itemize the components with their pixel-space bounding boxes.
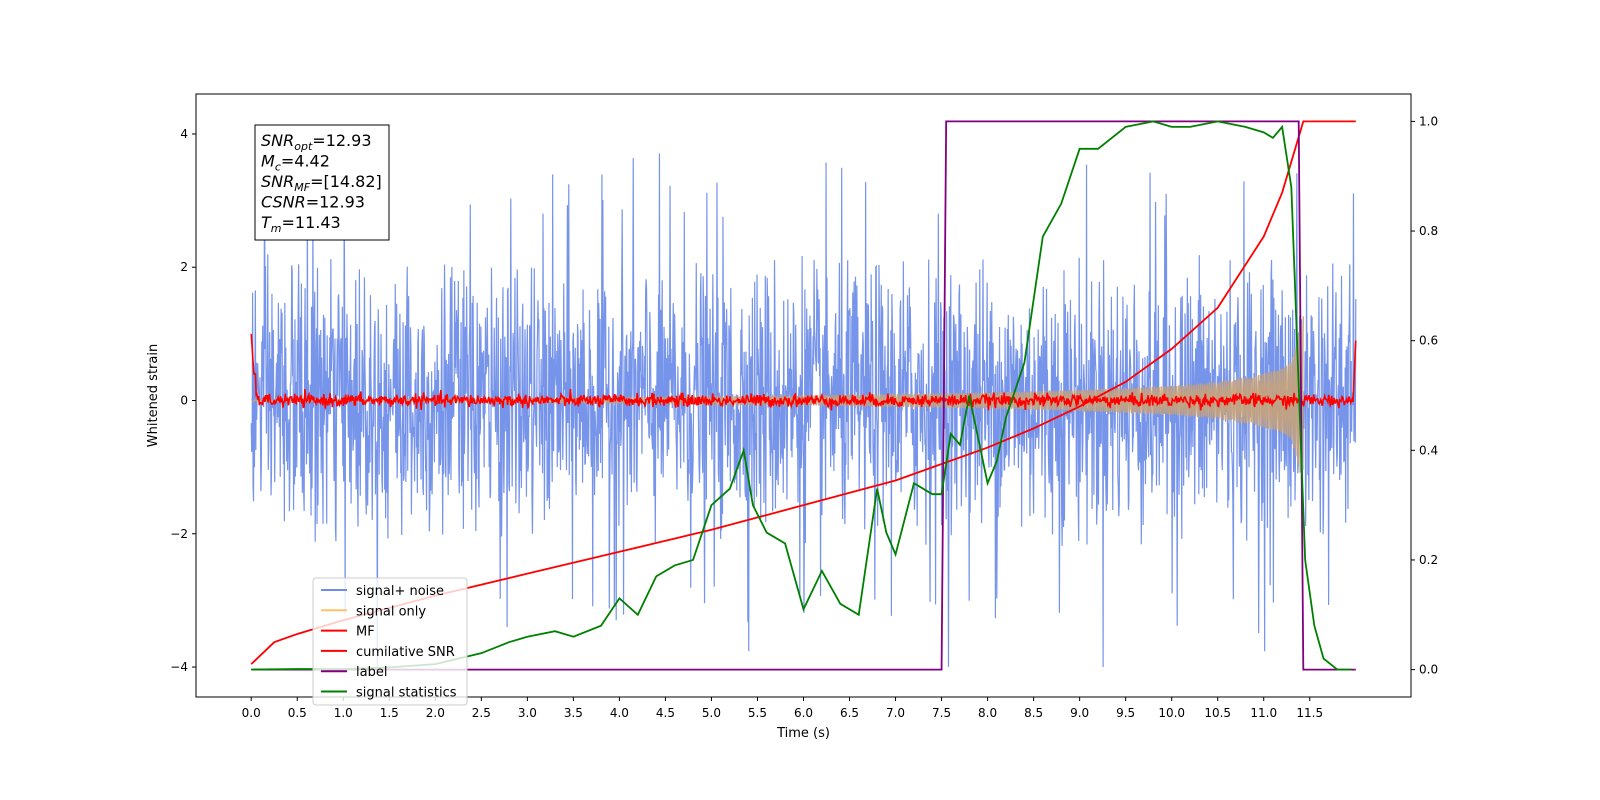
x-tick-label: 4.0 xyxy=(610,706,629,720)
annotation-value: =11.43 xyxy=(282,213,341,232)
series-signal-statistics xyxy=(251,120,1352,671)
annotation-value: =4.42 xyxy=(281,152,330,171)
x-tick-label: 2.5 xyxy=(472,706,491,720)
annotation-symbol: SNR xyxy=(261,131,294,150)
annotation-box: SNRopt=12.93Mc=4.42SNRMF=[14.82]CSNR=12.… xyxy=(254,124,390,241)
x-tick-label: 8.5 xyxy=(1024,706,1043,720)
annotation-value: =[14.82] xyxy=(310,172,382,191)
annotation-value: =12.93 xyxy=(306,193,365,212)
x-tick-label: 0.0 xyxy=(242,706,261,720)
annotation-subscript: opt xyxy=(294,140,313,153)
annotation-line: Mc=4.42 xyxy=(261,152,330,174)
legend: signal+ noise signal only MF cumilative SNR… xyxy=(312,577,468,706)
x-tick-label: 6.0 xyxy=(794,706,813,720)
annotation-line: CSNR=12.93 xyxy=(261,193,365,212)
x-tick-label: 0.5 xyxy=(288,706,307,720)
legend-label: label xyxy=(356,665,387,680)
x-axis-label: Time (s) xyxy=(776,726,830,741)
x-tick-label: 5.5 xyxy=(748,706,767,720)
y-right-tick-label: 0.4 xyxy=(1419,443,1438,457)
x-tick-label: 9.5 xyxy=(1116,706,1135,720)
annotation-line: Tm=11.43 xyxy=(261,213,341,235)
y-left-tick-label: 4 xyxy=(180,127,188,141)
x-tick-label: 11.0 xyxy=(1250,706,1277,720)
annotation-subscript: m xyxy=(271,222,282,235)
y-left-tick-label: −2 xyxy=(170,527,188,541)
x-tick-label: 9.0 xyxy=(1070,706,1089,720)
y-left-tick-label: −4 xyxy=(170,660,188,674)
y-right-tick-label: 0.8 xyxy=(1419,224,1438,238)
y-right-tick-label: 1.0 xyxy=(1419,114,1438,128)
annotation-line: SNRopt=12.93 xyxy=(261,131,372,153)
legend-frame xyxy=(312,577,468,706)
series-label xyxy=(251,120,1356,671)
annotation-symbol: T xyxy=(261,213,272,232)
legend-label: signal statistics xyxy=(356,686,457,701)
y-right-tick-label: 0.2 xyxy=(1419,553,1438,567)
x-tick-label: 11.5 xyxy=(1296,706,1323,720)
series-mf xyxy=(250,333,1357,411)
y-axis-left-ticks: −4 −2 0 2 4 xyxy=(170,127,196,674)
annotation-frame xyxy=(254,124,390,241)
x-tick-label: 1.5 xyxy=(380,706,399,720)
y-axis-label: Whitened strain xyxy=(146,344,161,447)
y-left-tick-label: 0 xyxy=(180,393,188,407)
legend-label: cumilative SNR xyxy=(356,645,455,660)
legend-label: signal only xyxy=(356,604,426,619)
x-tick-label: 3.0 xyxy=(518,706,537,720)
annotation-subscript: MF xyxy=(294,181,310,194)
x-tick-label: 10.0 xyxy=(1158,706,1185,720)
x-tick-label: 2.0 xyxy=(426,706,445,720)
y-right-tick-label: 0.6 xyxy=(1419,334,1438,348)
x-tick-label: 3.5 xyxy=(564,706,583,720)
annotation-symbol: M xyxy=(261,152,275,171)
x-tick-label: 7.5 xyxy=(932,706,951,720)
legend-label: MF xyxy=(356,625,375,640)
annotation-symbol: SNR xyxy=(261,172,294,191)
annotation-value: =12.93 xyxy=(312,131,371,150)
legend-label: signal+ noise xyxy=(356,584,444,599)
y-axis-right-ticks: 0.0 0.2 0.4 0.6 0.8 1.0 xyxy=(1411,114,1438,677)
x-axis-ticks: 0.0 0.5 1.0 1.5 2.0 2.5 3.0 3.5 4.0 4.5 5.0 5.5 6.0 6… xyxy=(242,697,1323,720)
x-tick-label: 1.0 xyxy=(334,706,353,720)
annotation-symbol: CSNR xyxy=(261,193,306,212)
x-tick-label: 5.0 xyxy=(702,706,721,720)
x-tick-label: 7.0 xyxy=(886,706,905,720)
y-right-tick-label: 0.0 xyxy=(1419,663,1438,677)
x-tick-label: 4.5 xyxy=(656,706,675,720)
x-tick-label: 10.5 xyxy=(1204,706,1231,720)
x-tick-label: 8.0 xyxy=(978,706,997,720)
x-tick-label: 6.5 xyxy=(840,706,859,720)
y-left-tick-label: 2 xyxy=(180,260,188,274)
annotation-subscript: c xyxy=(275,161,281,174)
annotation-line: SNRMF=[14.82] xyxy=(261,172,382,194)
